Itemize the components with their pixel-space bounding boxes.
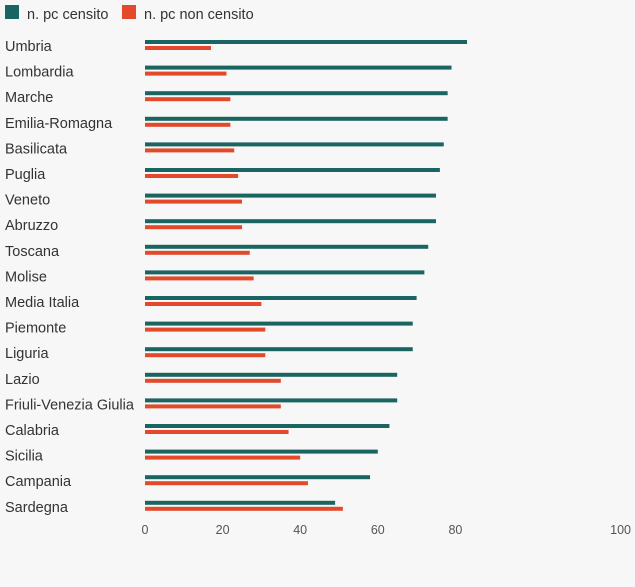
x-tick-label-80: 80: [448, 523, 462, 537]
bar-n-pc-censito-basilicata: [145, 142, 444, 147]
category-label-sardegna: Sardegna: [5, 500, 69, 516]
bar-n-pc-non-censito-marche: [145, 97, 231, 102]
bar-n-pc-censito-umbria: [145, 40, 468, 44]
bar-n-pc-censito-calabria: [145, 424, 390, 428]
bar-n-pc-non-censito-liguria: [145, 353, 266, 358]
category-label-lombardia: Lombardia: [5, 65, 74, 81]
legend-swatch-censito: [5, 5, 19, 19]
bar-n-pc-non-censito-puglia: [145, 174, 239, 178]
bar-n-pc-non-censito-abruzzo: [145, 225, 242, 230]
bar-n-pc-censito-veneto: [145, 193, 436, 198]
bar-n-pc-censito-sardegna: [145, 500, 336, 505]
x-tick-label-0: 0: [142, 523, 149, 537]
category-label-media-italia: Media Italia: [5, 295, 80, 311]
bar-n-pc-censito-puglia: [145, 168, 440, 172]
bar-n-pc-censito-friuli-venezia-giulia: [145, 398, 398, 403]
category-label-marche: Marche: [5, 90, 53, 106]
x-tick-label-100: 100: [610, 523, 631, 537]
category-label-molise: Molise: [5, 269, 47, 285]
bar-n-pc-non-censito-media-italia: [145, 302, 262, 306]
bar-n-pc-non-censito-lombardia: [145, 71, 227, 76]
bar-n-pc-non-censito-friuli-venezia-giulia: [145, 404, 281, 409]
category-label-calabria: Calabria: [5, 423, 60, 439]
category-label-emilia-romagna: Emilia-Romagna: [5, 116, 113, 132]
bar-n-pc-censito-emilia-romagna: [145, 116, 448, 121]
bar-n-pc-non-censito-emilia-romagna: [145, 122, 231, 127]
bar-n-pc-non-censito-calabria: [145, 430, 289, 434]
category-label-puglia: Puglia: [5, 167, 46, 183]
bar-n-pc-censito-toscana: [145, 244, 429, 249]
plot-area: Umbria Lombardia Marche Emilia-Romagna Basil…: [5, 39, 468, 516]
category-label-abruzzo: Abruzzo: [5, 218, 58, 234]
category-label-veneto: Veneto: [5, 193, 50, 209]
bar-n-pc-non-censito-molise: [145, 276, 254, 281]
bar-n-pc-censito-piemonte: [145, 321, 413, 326]
bar-n-pc-censito-lombardia: [145, 65, 452, 70]
legend-label-non-censito: n. pc non censito: [144, 7, 254, 23]
legend: n. pc censito n. pc non censito: [5, 5, 254, 23]
bar-n-pc-censito-media-italia: [145, 296, 417, 300]
bar-n-pc-non-censito-sicilia: [145, 455, 301, 460]
legend-label-censito: n. pc censito: [27, 7, 108, 23]
bar-n-pc-censito-marche: [145, 91, 448, 96]
bar-n-pc-censito-liguria: [145, 347, 413, 352]
category-label-basilicata: Basilicata: [5, 141, 68, 157]
bar-n-pc-censito-abruzzo: [145, 219, 436, 224]
category-label-friuli-venezia-giulia: Friuli-Venezia Giulia: [5, 397, 135, 413]
category-label-campania: Campania: [5, 474, 72, 490]
bar-n-pc-non-censito-piemonte: [145, 327, 266, 332]
bar-n-pc-non-censito-veneto: [145, 199, 242, 204]
bar-n-pc-non-censito-sardegna: [145, 506, 343, 511]
bar-n-pc-non-censito-basilicata: [145, 148, 235, 153]
x-tick-label-20: 20: [216, 523, 230, 537]
x-axis: 0 20 40 60 80 100: [142, 523, 632, 537]
category-label-umbria: Umbria: [5, 39, 53, 55]
category-label-liguria: Liguria: [5, 346, 49, 362]
bar-n-pc-non-censito-lazio: [145, 378, 281, 383]
x-tick-label-40: 40: [293, 523, 307, 537]
bar-n-pc-non-censito-campania: [145, 481, 308, 486]
x-tick-label-60: 60: [371, 523, 385, 537]
category-label-sicilia: Sicilia: [5, 449, 44, 465]
legend-swatch-non-censito: [122, 5, 136, 19]
bar-n-pc-censito-campania: [145, 475, 371, 480]
bar-n-pc-censito-molise: [145, 270, 425, 275]
bar-n-pc-non-censito-toscana: [145, 250, 250, 255]
bar-n-pc-non-censito-umbria: [145, 46, 211, 50]
category-label-lazio: Lazio: [5, 372, 40, 388]
category-label-toscana: Toscana: [5, 244, 60, 260]
bar-n-pc-censito-sicilia: [145, 449, 378, 454]
bar-n-pc-censito-lazio: [145, 372, 398, 377]
category-label-piemonte: Piemonte: [5, 321, 66, 337]
